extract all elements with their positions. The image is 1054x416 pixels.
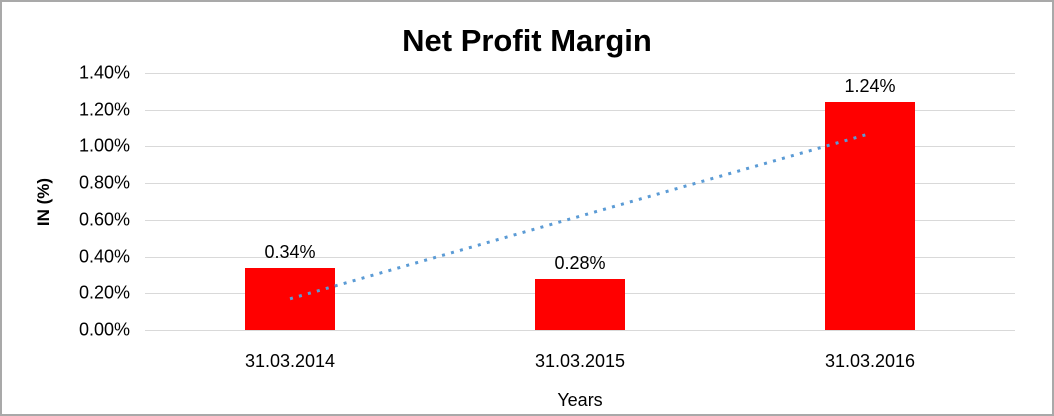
bar-value-label: 0.34% (264, 241, 316, 262)
trendline[interactable] (289, 132, 871, 301)
y-tick-label: 1.00% (78, 135, 130, 156)
bar-value-label: 1.24% (844, 76, 896, 97)
chart-title: Net Profit Margin (402, 23, 652, 58)
bar[interactable] (825, 102, 915, 330)
x-tick-label: 31.03.2016 (824, 351, 916, 371)
x-axis-title: Years (557, 390, 603, 410)
y-tick-label: 0.40% (78, 246, 130, 267)
gridline (145, 73, 1015, 74)
gridline (145, 109, 1015, 111)
bar[interactable] (245, 267, 335, 330)
y-tick-label: 0.80% (78, 172, 130, 193)
gridline (145, 330, 1015, 331)
y-axis-title: IN (%) (34, 177, 53, 227)
x-tick-label: 31.03.2015 (534, 351, 626, 371)
y-tick-label: 0.60% (78, 209, 130, 230)
bar-value-label: 0.28% (554, 252, 606, 273)
bar[interactable] (535, 278, 625, 330)
y-tick-label: 0.00% (78, 319, 130, 340)
y-tick-label: 0.20% (78, 282, 130, 303)
y-tick-label: 1.20% (78, 99, 130, 120)
x-tick-label: 31.03.2014 (244, 351, 336, 371)
y-tick-label: 1.40% (78, 62, 130, 83)
